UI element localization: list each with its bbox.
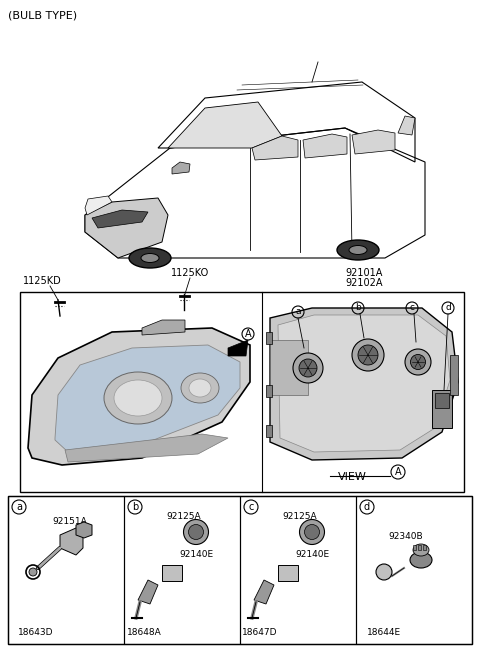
Bar (124, 496, 240, 644)
Text: c: c (248, 502, 254, 512)
Bar (278, 565, 298, 581)
Ellipse shape (189, 379, 211, 397)
Text: 92101A: 92101A (345, 268, 383, 278)
Ellipse shape (183, 520, 208, 544)
Text: d: d (364, 502, 370, 512)
Text: d: d (445, 304, 451, 312)
Ellipse shape (376, 564, 392, 580)
Text: A: A (395, 467, 401, 477)
Ellipse shape (352, 339, 384, 371)
Bar (8, 496, 472, 644)
Text: a: a (295, 308, 301, 316)
Polygon shape (65, 434, 228, 462)
Bar (356, 496, 472, 644)
Ellipse shape (293, 353, 323, 383)
Text: 92125A: 92125A (283, 512, 317, 521)
Text: c: c (409, 304, 415, 312)
Polygon shape (278, 315, 450, 452)
Text: (BULB TYPE): (BULB TYPE) (8, 10, 77, 20)
Polygon shape (92, 210, 148, 228)
Polygon shape (252, 136, 298, 160)
Bar (20, 292, 464, 492)
Circle shape (29, 568, 37, 576)
Bar (450, 355, 458, 395)
Bar (435, 393, 449, 408)
Bar (266, 332, 272, 344)
Ellipse shape (114, 380, 162, 416)
Bar (162, 565, 182, 581)
Bar (413, 545, 416, 550)
Ellipse shape (358, 345, 378, 365)
Ellipse shape (349, 245, 367, 255)
Text: A: A (245, 329, 252, 339)
Ellipse shape (337, 240, 379, 260)
Text: 1125KO: 1125KO (171, 268, 209, 278)
Bar (418, 545, 421, 550)
Text: b: b (132, 502, 138, 512)
Text: 1125KD: 1125KD (23, 276, 61, 286)
Text: 18648A: 18648A (127, 628, 161, 637)
Text: 18647D: 18647D (242, 628, 278, 637)
Ellipse shape (300, 520, 324, 544)
Text: 18644E: 18644E (367, 628, 401, 637)
Ellipse shape (410, 552, 432, 568)
Polygon shape (168, 102, 282, 148)
Ellipse shape (413, 544, 429, 556)
Ellipse shape (410, 354, 425, 369)
Text: VIEW: VIEW (337, 472, 366, 482)
Ellipse shape (104, 372, 172, 424)
Polygon shape (76, 522, 92, 538)
Polygon shape (228, 340, 248, 356)
Bar (8, 496, 124, 644)
Polygon shape (28, 328, 250, 465)
Text: 92151A: 92151A (53, 517, 87, 526)
Ellipse shape (304, 525, 320, 539)
Text: 18643D: 18643D (18, 628, 54, 637)
Polygon shape (85, 196, 112, 215)
Text: 92125A: 92125A (167, 512, 201, 521)
Bar (432, 390, 452, 428)
Text: a: a (16, 502, 22, 512)
Polygon shape (398, 116, 415, 135)
Polygon shape (352, 130, 395, 154)
Polygon shape (172, 162, 190, 174)
Ellipse shape (141, 253, 159, 262)
Text: b: b (355, 304, 361, 312)
Bar (266, 425, 272, 437)
Ellipse shape (405, 349, 431, 375)
Polygon shape (55, 345, 240, 452)
Text: 92140E: 92140E (296, 550, 330, 559)
Polygon shape (85, 198, 168, 258)
Polygon shape (303, 134, 347, 158)
Text: 92340B: 92340B (389, 532, 423, 541)
Bar (240, 496, 356, 644)
Polygon shape (142, 320, 185, 335)
Ellipse shape (189, 525, 204, 539)
Bar (266, 385, 272, 397)
Ellipse shape (129, 248, 171, 268)
Ellipse shape (299, 359, 317, 377)
Polygon shape (254, 580, 274, 604)
Polygon shape (60, 528, 83, 555)
Polygon shape (270, 308, 458, 460)
Ellipse shape (181, 373, 219, 403)
Polygon shape (138, 580, 158, 604)
Bar (270, 340, 308, 395)
Bar (423, 545, 426, 550)
Text: 92102A: 92102A (345, 278, 383, 288)
Text: 92140E: 92140E (180, 550, 214, 559)
